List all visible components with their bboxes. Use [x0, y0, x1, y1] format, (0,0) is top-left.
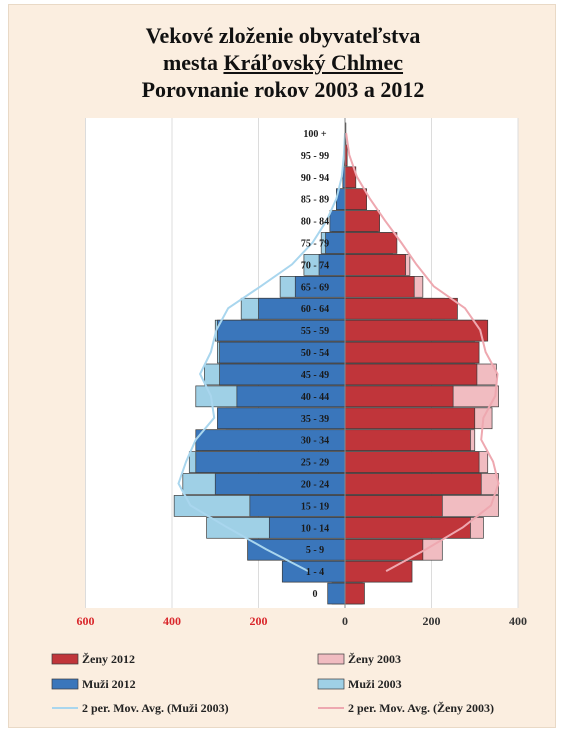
- bar-zeny-2012-15: [344, 254, 406, 276]
- x-tick--200: 200: [250, 614, 268, 628]
- age-label-16: 75 - 79: [301, 239, 329, 250]
- bar-zeny-2012-18: [344, 188, 367, 210]
- bar-zeny-2012-17: [344, 210, 380, 232]
- age-label-19: 90 - 94: [301, 173, 329, 184]
- age-label-11: 50 - 54: [301, 348, 329, 359]
- age-label-15: 70 - 74: [301, 260, 329, 271]
- trendline-muzi-2003: [177, 132, 346, 572]
- bar-zeny-2012-5: [344, 473, 482, 495]
- legend-0-swatch: [51, 653, 79, 665]
- x-tick-400: 400: [509, 614, 527, 628]
- bar-zeny-2012-13: [344, 297, 458, 320]
- bar-zeny-2012-14: [344, 276, 415, 298]
- title-line-3: Porovnanie rokov 2003 a 2012: [141, 77, 425, 102]
- chart-title: Vekové zloženie obyvateľstva mesta Kráľo…: [0, 22, 566, 103]
- bar-muzi-2012-2: [247, 538, 346, 561]
- trendline-zeny-2003: [345, 132, 500, 572]
- age-label-14: 65 - 69: [301, 282, 329, 293]
- title-line-1: Vekové zloženie obyvateľstva: [145, 23, 421, 48]
- age-label-10: 45 - 49: [301, 370, 329, 381]
- age-label-5: 20 - 24: [301, 480, 329, 491]
- legend-4-label: 2 per. Mov. Avg. (Muži 2003): [82, 701, 229, 715]
- x-tick-0: 0: [342, 614, 348, 628]
- legend-0-label: Ženy 2012: [82, 652, 135, 666]
- age-label-6: 25 - 29: [301, 458, 329, 469]
- legend-5-label: 2 per. Mov. Avg. (Ženy 2003): [348, 701, 494, 715]
- bar-zeny-2012-16: [344, 232, 398, 254]
- title-line-2: mesta Kráľovský Chlmec: [0, 49, 566, 76]
- age-label-0: 0: [313, 589, 318, 600]
- age-label-13: 60 - 64: [301, 304, 329, 315]
- x-tick--400: 400: [163, 614, 181, 628]
- age-label-20: 95 - 99: [301, 151, 329, 162]
- age-label-3: 10 - 14: [301, 523, 329, 534]
- legend-1-label: Ženy 2003: [348, 652, 401, 666]
- age-label-9: 40 - 44: [301, 392, 329, 403]
- age-label-21: 100 +: [303, 129, 327, 140]
- bar-muzi-2012-4: [249, 495, 346, 517]
- age-label-12: 55 - 59: [301, 326, 329, 337]
- bar-zeny-2012-6: [344, 451, 480, 473]
- bar-zeny-2012-12: [344, 319, 489, 342]
- title-line-2-prefix: mesta: [162, 50, 224, 75]
- legend-3-swatch: [317, 678, 345, 690]
- bar-zeny-2012-9: [344, 385, 454, 408]
- legend-3-label: Muži 2003: [348, 677, 402, 691]
- bar-muzi-2012-17: [329, 210, 346, 232]
- legend-1-swatch: [317, 653, 345, 665]
- age-label-18: 85 - 89: [301, 195, 329, 206]
- x-tick--600: 600: [77, 614, 95, 628]
- age-label-2: 5 - 9: [306, 545, 324, 556]
- age-label-17: 80 - 84: [301, 217, 329, 228]
- title-town-name: Kráľovský Chlmec: [223, 50, 404, 75]
- bar-muzi-2012-0: [327, 582, 346, 605]
- age-label-1: 1 - 4: [306, 567, 324, 578]
- age-label-7: 30 - 34: [301, 436, 329, 447]
- bar-zeny-2012-10: [344, 363, 478, 386]
- bar-zeny-2012-0: [344, 582, 365, 605]
- bar-zeny-2012-4: [344, 495, 443, 517]
- legend-2-label: Muži 2012: [82, 677, 136, 691]
- bar-zeny-2012-11: [344, 341, 480, 364]
- x-tick-200: 200: [423, 614, 441, 628]
- age-label-4: 15 - 19: [301, 501, 329, 512]
- bar-zeny-2012-7: [344, 429, 471, 451]
- bar-zeny-2012-1: [344, 560, 413, 583]
- bar-zeny-2012-8: [344, 407, 476, 430]
- legend-2-swatch: [51, 678, 79, 690]
- age-label-8: 35 - 39: [301, 414, 329, 425]
